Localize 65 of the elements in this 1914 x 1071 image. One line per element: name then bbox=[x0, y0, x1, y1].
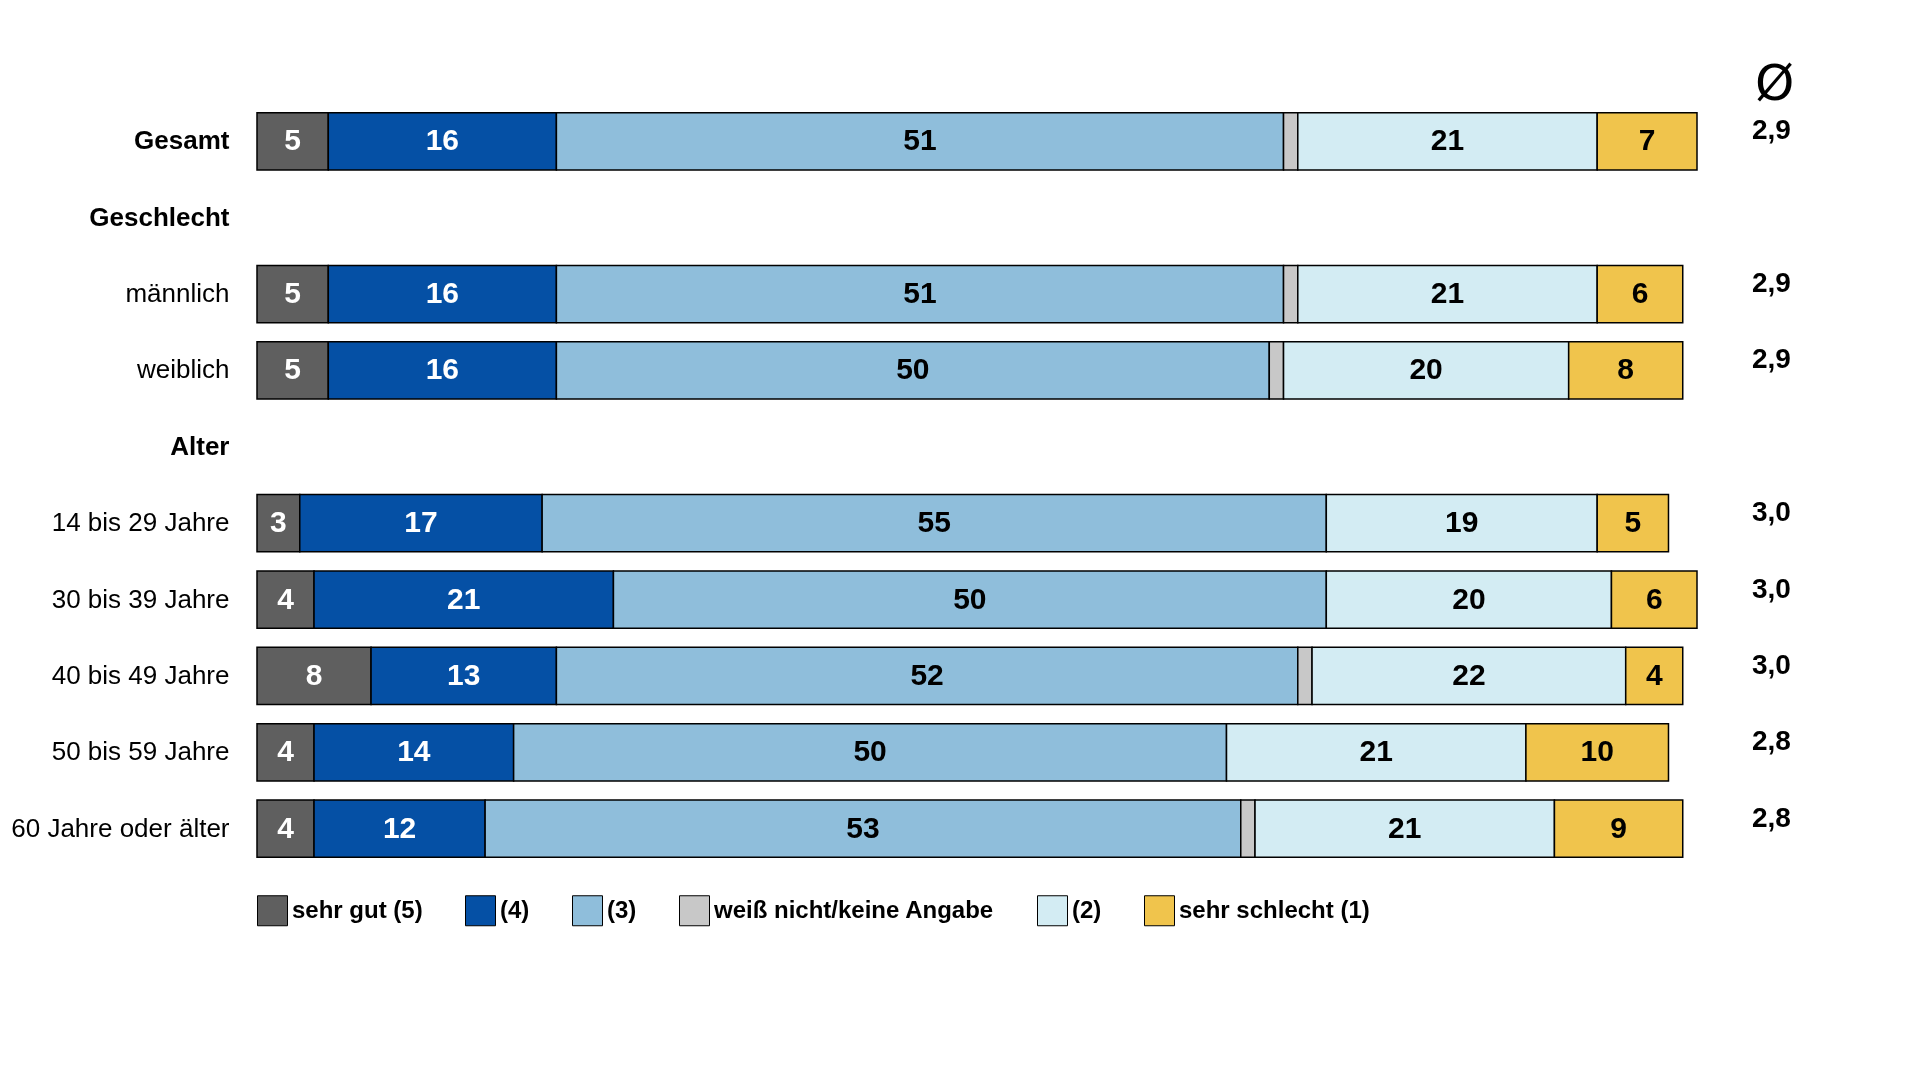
data-label: 51 bbox=[903, 276, 937, 310]
data-label: 50 bbox=[953, 581, 987, 615]
data-label: 10 bbox=[1580, 734, 1614, 768]
legend-label: weiß nicht/keine Angabe bbox=[713, 895, 994, 923]
data-label: 16 bbox=[425, 352, 460, 386]
data-label: 21 bbox=[1430, 123, 1465, 157]
data-label: 6 bbox=[1645, 581, 1663, 615]
data-label: 20 bbox=[1452, 581, 1486, 615]
data-label: 16 bbox=[425, 276, 460, 310]
data-label: 53 bbox=[846, 810, 880, 844]
data-label: 5 bbox=[284, 123, 301, 157]
y-tick-label: weiblich bbox=[136, 354, 230, 385]
data-label: 7 bbox=[1638, 123, 1656, 157]
data-label: 21 bbox=[1388, 810, 1422, 844]
data-label: 4 bbox=[277, 810, 295, 844]
legend-label: (2) bbox=[1072, 895, 1102, 923]
text: 3,0 bbox=[1752, 648, 1791, 680]
text: 3,0 bbox=[1752, 572, 1791, 604]
text: 2,9 bbox=[1752, 343, 1791, 375]
data-label: 55 bbox=[917, 505, 951, 539]
data-label: 16 bbox=[425, 123, 460, 157]
legend-label: (3) bbox=[607, 895, 637, 923]
text: 2,8 bbox=[1752, 725, 1791, 757]
text: 3,0 bbox=[1752, 496, 1791, 528]
legend-label: (4) bbox=[500, 895, 530, 923]
data-label: 21 bbox=[1359, 734, 1393, 768]
data-label: 4 bbox=[277, 581, 295, 615]
data-label: 52 bbox=[910, 657, 944, 691]
text: 2,8 bbox=[1752, 801, 1791, 833]
legend-label: sehr gut (5) bbox=[292, 895, 423, 923]
data-label: 14 bbox=[397, 734, 431, 768]
y-tick-label: Alter bbox=[170, 430, 230, 461]
y-tick-label: 40 bis 49 Jahre bbox=[51, 659, 230, 690]
y-tick-label: 50 bis 59 Jahre bbox=[51, 736, 230, 767]
data-label: 8 bbox=[305, 657, 323, 691]
data-label: 21 bbox=[447, 581, 481, 615]
text: 2,9 bbox=[1752, 267, 1791, 299]
y-tick-label: 14 bis 29 Jahre bbox=[51, 507, 230, 538]
data-label: 5 bbox=[284, 276, 301, 310]
text: 2,9 bbox=[1752, 114, 1791, 146]
y-tick-label: 30 bis 39 Jahre bbox=[51, 583, 230, 614]
data-label: 50 bbox=[896, 352, 930, 386]
data-label: 51 bbox=[903, 123, 937, 157]
data-label: 8 bbox=[1617, 352, 1635, 386]
y-tick-label: männlich bbox=[125, 278, 230, 309]
y-tick-label: Gesamt bbox=[134, 125, 230, 156]
data-label: 4 bbox=[277, 734, 295, 768]
legend-label: sehr schlecht (1) bbox=[1179, 895, 1370, 923]
data-label: 6 bbox=[1631, 276, 1649, 310]
data-label: 12 bbox=[382, 810, 417, 844]
data-label: 5 bbox=[284, 352, 301, 386]
data-label: 19 bbox=[1445, 505, 1479, 539]
data-label: 50 bbox=[853, 734, 887, 768]
data-label: 22 bbox=[1452, 657, 1486, 691]
data-label: 5 bbox=[1624, 505, 1642, 539]
text: Ø bbox=[1755, 54, 1795, 112]
data-label: 17 bbox=[404, 505, 438, 539]
data-label: 13 bbox=[447, 657, 481, 691]
data-label: 3 bbox=[270, 505, 287, 539]
data-label: 9 bbox=[1610, 810, 1627, 844]
data-label: 20 bbox=[1409, 352, 1443, 386]
y-tick-label: 60 Jahre oder älter bbox=[11, 812, 230, 843]
y-tick-label: Geschlecht bbox=[89, 201, 230, 232]
data-label: 4 bbox=[1645, 657, 1663, 691]
data-label: 21 bbox=[1430, 276, 1465, 310]
